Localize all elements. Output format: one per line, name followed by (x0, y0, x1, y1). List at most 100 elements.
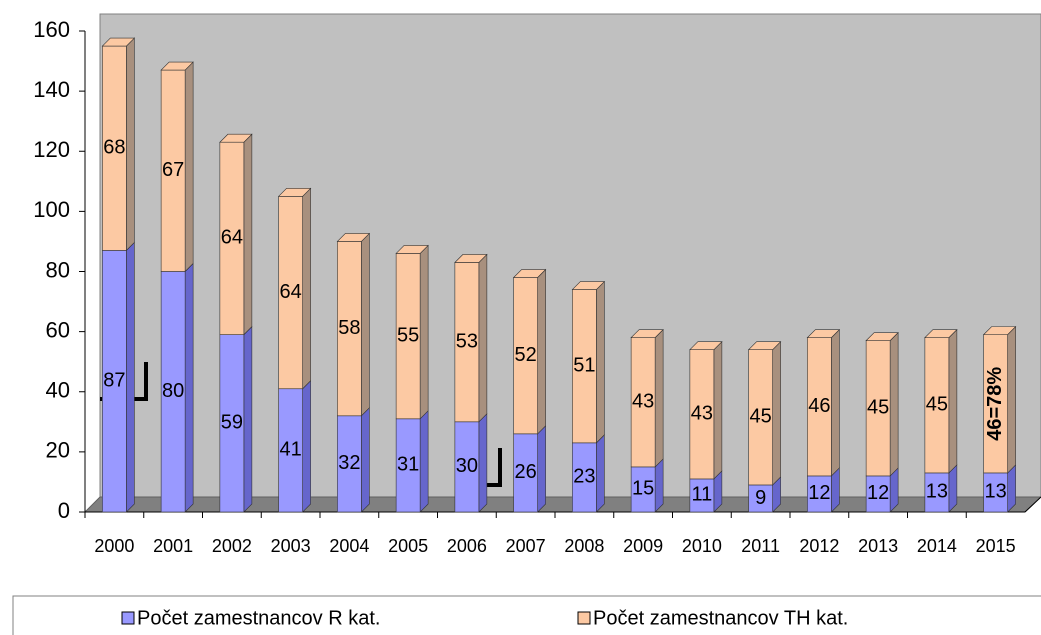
x-tick-label: 2011 (741, 536, 780, 556)
data-label: 46 (808, 395, 830, 417)
bar (160, 271, 186, 513)
data-label: 32 (338, 452, 360, 474)
data-label: 45 (926, 394, 948, 416)
y-tick-label: 160 (33, 17, 70, 42)
x-tick-label: 2014 (917, 536, 957, 556)
bar-side (1007, 325, 1016, 474)
bar-side (537, 268, 546, 435)
data-label: 11 (691, 484, 712, 506)
y-tick-label: 80 (46, 257, 70, 282)
bar (102, 250, 127, 513)
bar-side (772, 340, 781, 486)
data-label: 15 (632, 478, 654, 500)
bar-top (571, 281, 606, 290)
x-tick-label: 2003 (271, 536, 311, 556)
bar-top (747, 341, 782, 350)
legend-swatch (121, 611, 135, 625)
bar-side (537, 425, 546, 513)
bar (748, 484, 773, 513)
bar (983, 472, 1008, 513)
y-tick-label: 120 (33, 137, 70, 162)
y-tick-label: 0 (58, 498, 70, 523)
bar (219, 334, 245, 513)
bar (395, 418, 421, 513)
data-label: 41 (280, 439, 302, 461)
data-label: 23 (573, 466, 595, 488)
data-label: 52 (515, 344, 537, 366)
bar-top (336, 233, 371, 242)
legend-swatch (577, 611, 591, 625)
bar-side (478, 253, 488, 423)
data-label: 30 (456, 455, 478, 477)
data-label: 43 (691, 403, 713, 425)
data-label: 64 (280, 281, 302, 303)
data-label: 46=78% (984, 367, 1006, 441)
data-label: 45 (867, 397, 889, 419)
data-label: 68 (103, 137, 125, 159)
bar (748, 349, 773, 486)
x-tick-label: 2006 (447, 536, 487, 556)
bar-side (126, 241, 135, 513)
bar-top (982, 326, 1017, 335)
x-tick-label: 2015 (976, 536, 1016, 556)
legend-label: Počet zamestnancov TH kat. (593, 607, 848, 629)
x-axis-depth (1024, 496, 1041, 513)
bar-top (454, 254, 488, 263)
legend (12, 595, 1041, 635)
bar-side (948, 328, 958, 474)
bar-top (865, 332, 899, 341)
y-tick-label: 20 (46, 438, 70, 463)
x-tick-label: 2005 (388, 536, 428, 556)
x-tick-label: 2000 (94, 536, 134, 556)
y-tick-label: 140 (33, 77, 70, 102)
bar (924, 337, 950, 474)
x-tick-label: 2008 (564, 536, 604, 556)
bar-side (243, 133, 253, 336)
bar-side (184, 262, 194, 513)
data-label: 13 (985, 481, 1007, 503)
bar-side (596, 280, 605, 444)
bar (807, 475, 832, 513)
data-label: 43 (632, 391, 654, 413)
bar-side (126, 37, 135, 252)
bar-side (302, 187, 311, 390)
bar-top (277, 188, 312, 197)
data-label: 58 (338, 317, 360, 339)
data-label: 80 (162, 380, 184, 402)
x-tick-label: 2009 (623, 536, 663, 556)
bar (630, 466, 656, 513)
data-label: 26 (515, 461, 537, 483)
bar (278, 388, 303, 513)
bar (219, 141, 245, 335)
bar (454, 262, 480, 423)
x-tick-label: 2002 (212, 536, 252, 556)
x-tick-label: 2010 (682, 536, 722, 556)
bar-side (654, 328, 664, 468)
data-label: 51 (573, 354, 595, 376)
data-label: 67 (162, 159, 184, 181)
data-label: 45 (750, 406, 772, 428)
bar (689, 349, 715, 480)
data-label: 53 (456, 330, 478, 352)
bar-side (889, 331, 899, 477)
bar-top (630, 329, 664, 338)
bar-side (713, 340, 723, 480)
data-label: 9 (755, 487, 766, 509)
bar-side (419, 410, 429, 513)
y-tick-label: 40 (46, 378, 70, 403)
data-label: 55 (397, 324, 419, 346)
bar-top (219, 133, 253, 143)
bar-side (361, 407, 370, 513)
x-tick-label: 2007 (506, 536, 546, 556)
bar-side (361, 232, 370, 417)
bar-top (160, 61, 194, 71)
data-label: 87 (103, 370, 125, 392)
data-label: 13 (926, 481, 948, 503)
bar-side (831, 328, 840, 477)
x-tick-label: 2012 (799, 536, 839, 556)
bar-top (395, 245, 429, 254)
bar-side (596, 434, 605, 513)
back-wall (99, 13, 1041, 498)
y-tick-label: 60 (46, 317, 70, 342)
